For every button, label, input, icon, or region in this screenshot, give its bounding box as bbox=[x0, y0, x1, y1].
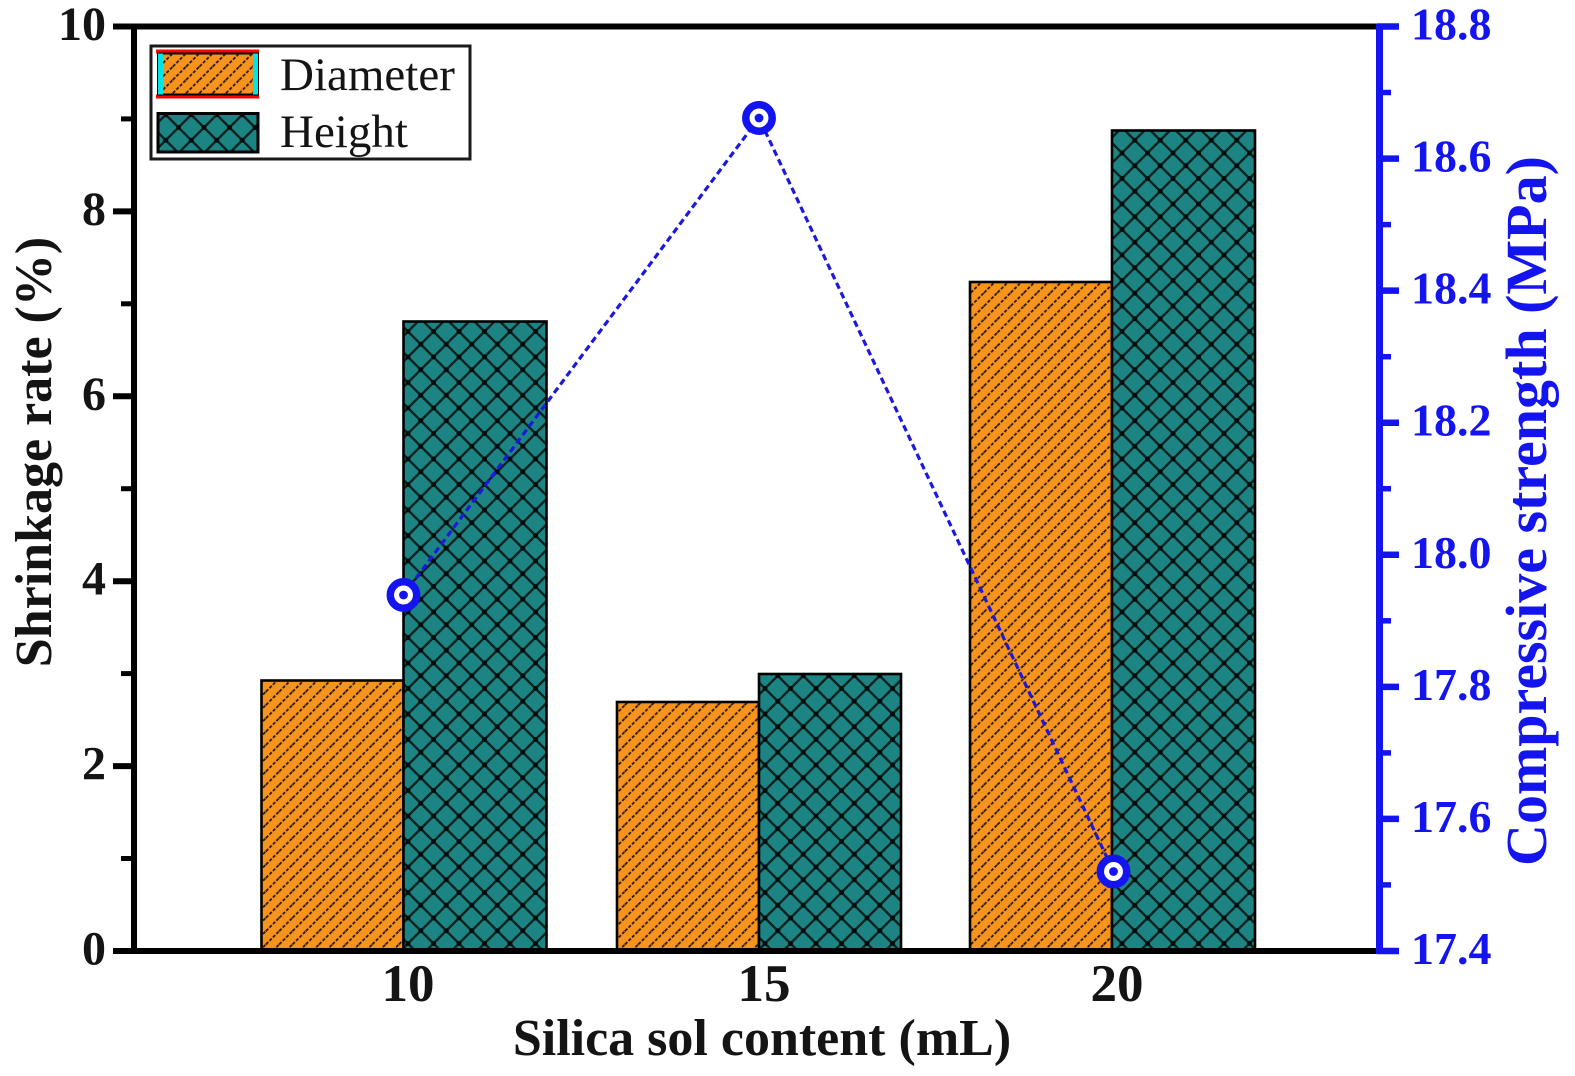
svg-text:8: 8 bbox=[82, 183, 106, 236]
svg-text:18.6: 18.6 bbox=[1411, 131, 1492, 182]
svg-text:18.0: 18.0 bbox=[1411, 527, 1492, 578]
svg-text:17.8: 17.8 bbox=[1411, 659, 1492, 710]
svg-text:17.4: 17.4 bbox=[1411, 923, 1492, 974]
svg-text:6: 6 bbox=[82, 368, 106, 421]
svg-text:Shrinkage rate (%): Shrinkage rate (%) bbox=[6, 237, 63, 667]
svg-text:Silica sol content (mL): Silica sol content (mL) bbox=[513, 1010, 1011, 1067]
svg-text:18.8: 18.8 bbox=[1411, 0, 1492, 50]
svg-text:10: 10 bbox=[58, 0, 106, 51]
svg-text:Compressive strength (MPa): Compressive strength (MPa) bbox=[1494, 156, 1559, 866]
svg-text:18.4: 18.4 bbox=[1411, 263, 1492, 314]
svg-text:10: 10 bbox=[382, 955, 435, 1013]
svg-text:Height: Height bbox=[280, 106, 408, 158]
svg-text:4: 4 bbox=[82, 553, 106, 606]
svg-text:Diameter: Diameter bbox=[280, 49, 455, 101]
svg-text:2: 2 bbox=[82, 738, 106, 791]
svg-text:0: 0 bbox=[82, 923, 106, 976]
svg-text:20: 20 bbox=[1091, 955, 1144, 1013]
svg-text:17.6: 17.6 bbox=[1411, 791, 1492, 842]
svg-text:18.2: 18.2 bbox=[1411, 395, 1492, 446]
svg-text:15: 15 bbox=[738, 955, 791, 1013]
